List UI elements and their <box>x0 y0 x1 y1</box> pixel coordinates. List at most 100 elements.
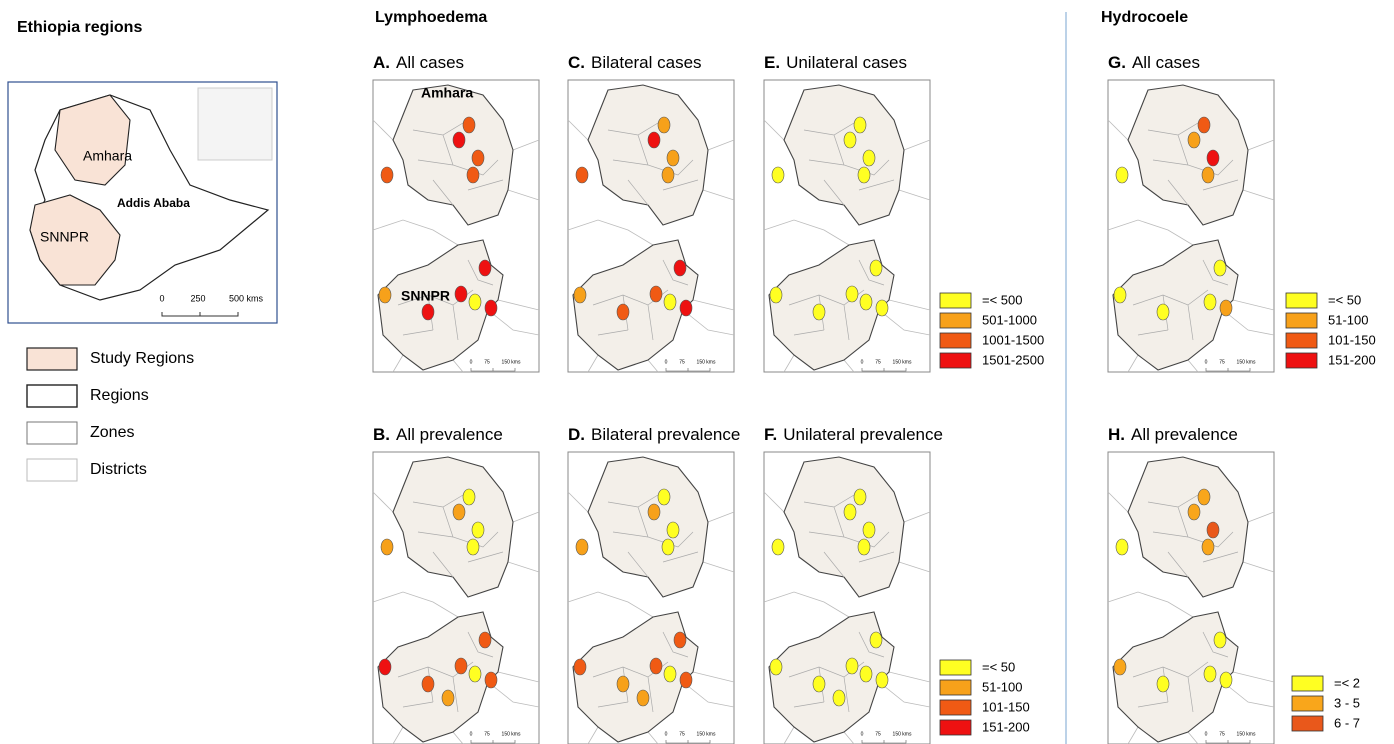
map-panel: F. Unilateral prevalence 0 75 150 kms <box>763 425 943 744</box>
inset-map <box>197 87 273 161</box>
district-patch <box>462 488 476 506</box>
panel-letter: D. <box>568 425 585 444</box>
district-patch <box>875 671 889 689</box>
map-panel: H. All prevalence 0 75 150 kms <box>1107 425 1275 744</box>
scale-label: 0 <box>470 359 473 365</box>
district-patch <box>862 521 876 539</box>
district-patch <box>859 293 873 311</box>
scale-label: 0 <box>665 359 668 365</box>
base-map <box>763 79 931 373</box>
scale-label: 75 <box>875 731 881 737</box>
district-patch <box>575 166 589 184</box>
legend-swatch <box>1291 675 1324 692</box>
scale-label: 75 <box>484 731 490 737</box>
key-swatch <box>26 458 78 482</box>
district-patch <box>869 631 883 649</box>
district-patch <box>380 166 394 184</box>
district-patch <box>647 131 661 149</box>
base-map <box>763 451 931 744</box>
legend: =< 50 51-100 101-150 151-200 <box>939 659 1030 736</box>
district-patch <box>666 521 680 539</box>
district-patch <box>661 538 675 556</box>
district-patch <box>1206 521 1220 539</box>
scale-label: 75 <box>1219 731 1225 737</box>
map-label: SNNPR <box>401 288 450 304</box>
district-patch <box>771 538 785 556</box>
legend-label: 1001-1500 <box>982 332 1044 347</box>
base-map <box>567 451 735 744</box>
district-patch <box>853 116 867 134</box>
section-title: Lymphoedema <box>375 9 487 26</box>
panel-title: A. All cases <box>373 53 464 72</box>
district-patch <box>812 675 826 693</box>
key-swatch <box>26 347 78 371</box>
panel-title-text: Bilateral prevalence <box>591 425 740 444</box>
scale-bar <box>861 740 907 744</box>
district-patch <box>1203 293 1217 311</box>
district-patch <box>1201 538 1215 556</box>
legend-swatch <box>1285 292 1318 309</box>
district-patch <box>466 166 480 184</box>
district-patch <box>1187 503 1201 521</box>
map-panel: E. Unilateral cases 0 75 150 kms <box>763 53 931 373</box>
scale-label: 0 <box>1205 731 1208 737</box>
scale-bar <box>665 740 711 744</box>
legend-label: 1501-2500 <box>982 352 1044 367</box>
legend-label: 151-200 <box>1328 352 1376 367</box>
scale-label: 75 <box>484 359 490 365</box>
key-label: Regions <box>90 387 149 404</box>
district-patch <box>378 286 392 304</box>
panel-title: F. Unilateral prevalence <box>764 425 943 444</box>
district-patch <box>1115 166 1129 184</box>
panel-letter: H. <box>1108 425 1125 444</box>
district-patch <box>471 149 485 167</box>
legend: =< 2 3 - 5 6 - 7 <box>1291 675 1360 732</box>
district-patch <box>845 285 859 303</box>
panel-title-text: All cases <box>396 53 464 72</box>
district-patch <box>484 299 498 317</box>
district-patch <box>661 166 675 184</box>
scale-label: 150 kms <box>697 359 716 365</box>
district-patch <box>875 299 889 317</box>
district-patch <box>1201 166 1215 184</box>
district-patch <box>471 521 485 539</box>
legend-label: 51-100 <box>1328 312 1368 327</box>
scale-label: 150 kms <box>502 359 521 365</box>
district-patch <box>673 631 687 649</box>
district-patch <box>1219 299 1233 317</box>
district-patch <box>869 259 883 277</box>
overview-label: Amhara <box>83 148 132 164</box>
district-patch <box>1115 538 1129 556</box>
panel-letter: F. <box>764 425 777 444</box>
district-patch <box>573 286 587 304</box>
overview-scale-bar <box>161 312 239 317</box>
district-patch <box>679 299 693 317</box>
district-patch <box>1213 259 1227 277</box>
scale-label: 0 <box>470 731 473 737</box>
scale-label: 75 <box>875 359 881 365</box>
district-patch <box>1219 671 1233 689</box>
panel-letter: C. <box>568 53 585 72</box>
district-patch <box>1156 675 1170 693</box>
scale-label: 0 <box>861 359 864 365</box>
map-panel: A. All cases Amhara SNNPR 0 75 150 kms <box>372 53 540 373</box>
panel-title-text: All prevalence <box>396 425 503 444</box>
district-patch <box>657 116 671 134</box>
snnpr-region <box>29 194 121 286</box>
scale-label: 150 kms <box>697 731 716 737</box>
map-panel: G. All cases 0 75 150 kms <box>1107 53 1275 373</box>
legend-swatch <box>939 332 972 349</box>
legend-label: 101-150 <box>1328 332 1376 347</box>
key-label: Zones <box>90 424 134 441</box>
district-patch <box>478 259 492 277</box>
legend-swatch <box>939 679 972 696</box>
district-patch <box>484 671 498 689</box>
district-patch <box>1197 116 1211 134</box>
panel-title: D. Bilateral prevalence <box>568 425 740 444</box>
scale-label: 150 kms <box>502 731 521 737</box>
legend: =< 500 501-1000 1001-1500 1501-2500 <box>939 292 1044 369</box>
district-patch <box>857 166 871 184</box>
legend-label: =< 2 <box>1334 675 1360 690</box>
district-patch <box>452 503 466 521</box>
scale-bar <box>470 368 516 372</box>
